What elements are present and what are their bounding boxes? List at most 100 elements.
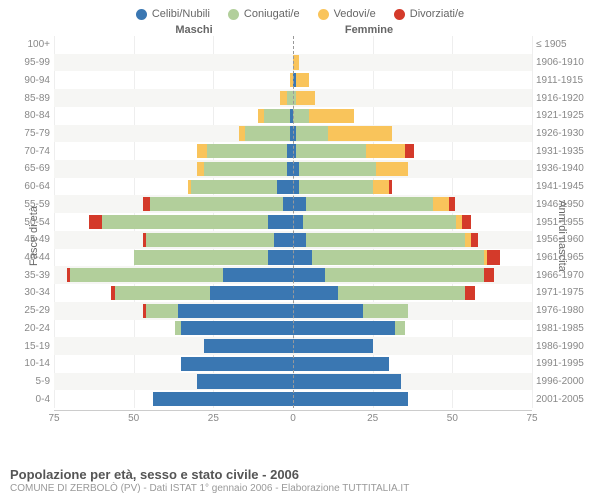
x-tick: 50 [128, 413, 139, 424]
bar-segment [395, 321, 405, 335]
bar-male [54, 109, 293, 123]
legend-item: Celibi/Nubili [136, 8, 210, 20]
birth-label: 1971-1975 [536, 287, 594, 298]
birth-label: 1996-2000 [536, 376, 594, 387]
bar-segment [338, 286, 465, 300]
bar-segment [293, 286, 338, 300]
bar-male [54, 38, 293, 52]
bar-segment [312, 250, 484, 264]
bar-segment [210, 286, 293, 300]
bar-segment [299, 180, 372, 194]
age-label: 40-44 [14, 252, 50, 263]
birth-label: 1956-1960 [536, 234, 594, 245]
bar-segment [293, 321, 395, 335]
bar-segment [264, 109, 289, 123]
bar-segment [296, 73, 309, 87]
pyramid-row: 45-491956-1960 [54, 231, 532, 249]
bar-segment [191, 180, 277, 194]
bar-female [293, 250, 532, 264]
bar-segment [197, 144, 207, 158]
age-label: 45-49 [14, 234, 50, 245]
age-label: 55-59 [14, 199, 50, 210]
bar-segment [146, 304, 178, 318]
pyramid-rows: 100+≤ 190595-991906-191090-941911-191585… [54, 36, 532, 408]
birth-label: 1991-1995 [536, 358, 594, 369]
age-label: 20-24 [14, 323, 50, 334]
pyramid-row: 70-741931-1935 [54, 142, 532, 160]
bar-segment [293, 55, 299, 69]
bar-female [293, 162, 532, 176]
birth-label: 1941-1945 [536, 181, 594, 192]
header-female: Femmine [284, 24, 514, 36]
bar-male [54, 392, 293, 406]
bar-female [293, 126, 532, 140]
bar-segment [296, 144, 366, 158]
pyramid-row: 20-241981-1985 [54, 320, 532, 338]
age-label: 50-54 [14, 217, 50, 228]
bar-male [54, 197, 293, 211]
birth-label: 1976-1980 [536, 305, 594, 316]
age-label: 85-89 [14, 93, 50, 104]
bar-segment [181, 357, 293, 371]
column-headers: Maschi Femmine [0, 24, 600, 36]
birth-label: 1921-1925 [536, 110, 594, 121]
bar-female [293, 91, 532, 105]
birth-label: 1946-1950 [536, 199, 594, 210]
pyramid-row: 90-941911-1915 [54, 71, 532, 89]
legend: Celibi/NubiliConiugati/eVedovi/eDivorzia… [0, 0, 600, 24]
bar-female [293, 197, 532, 211]
bar-segment [293, 197, 306, 211]
x-tick: 50 [447, 413, 458, 424]
birth-label: 1931-1935 [536, 146, 594, 157]
bar-segment [293, 109, 309, 123]
pyramid-row: 50-541951-1955 [54, 213, 532, 231]
age-label: 75-79 [14, 128, 50, 139]
age-label: 35-39 [14, 270, 50, 281]
bar-female [293, 304, 532, 318]
pyramid-row: 0-42001-2005 [54, 390, 532, 408]
legend-item: Vedovi/e [318, 8, 376, 20]
bar-segment [389, 180, 392, 194]
bar-segment [484, 268, 494, 282]
x-tick: 25 [208, 413, 219, 424]
pyramid-row: 60-641941-1945 [54, 178, 532, 196]
legend-item: Divorziati/e [394, 8, 464, 20]
pyramid-row: 15-191986-1990 [54, 337, 532, 355]
bar-segment [204, 162, 287, 176]
birth-label: 1916-1920 [536, 93, 594, 104]
bar-segment [207, 144, 287, 158]
bar-segment [153, 392, 293, 406]
bar-female [293, 215, 532, 229]
bar-segment [373, 180, 389, 194]
bar-segment [146, 233, 273, 247]
bar-segment [471, 233, 477, 247]
bar-segment [70, 268, 223, 282]
bar-male [54, 304, 293, 318]
chart-title: Popolazione per età, sesso e stato civil… [10, 467, 590, 482]
bar-segment [223, 268, 293, 282]
age-label: 95-99 [14, 57, 50, 68]
bar-segment [293, 304, 363, 318]
bar-male [54, 233, 293, 247]
bar-segment [293, 233, 306, 247]
chart-area: Fasce di età Anni di nascita 100+≤ 19059… [0, 36, 600, 436]
bar-segment [89, 215, 102, 229]
age-label: 15-19 [14, 341, 50, 352]
bar-male [54, 374, 293, 388]
legend-swatch [318, 9, 329, 20]
footer: Popolazione per età, sesso e stato civil… [10, 467, 590, 494]
age-label: 30-34 [14, 287, 50, 298]
birth-label: ≤ 1905 [536, 39, 594, 50]
bar-male [54, 162, 293, 176]
x-tick: 0 [290, 413, 296, 424]
age-label: 5-9 [14, 376, 50, 387]
bar-segment [306, 233, 465, 247]
bar-segment [325, 268, 484, 282]
bar-segment [283, 197, 293, 211]
birth-label: 1951-1955 [536, 217, 594, 228]
age-label: 70-74 [14, 146, 50, 157]
pyramid-row: 35-391966-1970 [54, 266, 532, 284]
bar-female [293, 357, 532, 371]
bar-male [54, 144, 293, 158]
x-tick: 75 [526, 413, 537, 424]
